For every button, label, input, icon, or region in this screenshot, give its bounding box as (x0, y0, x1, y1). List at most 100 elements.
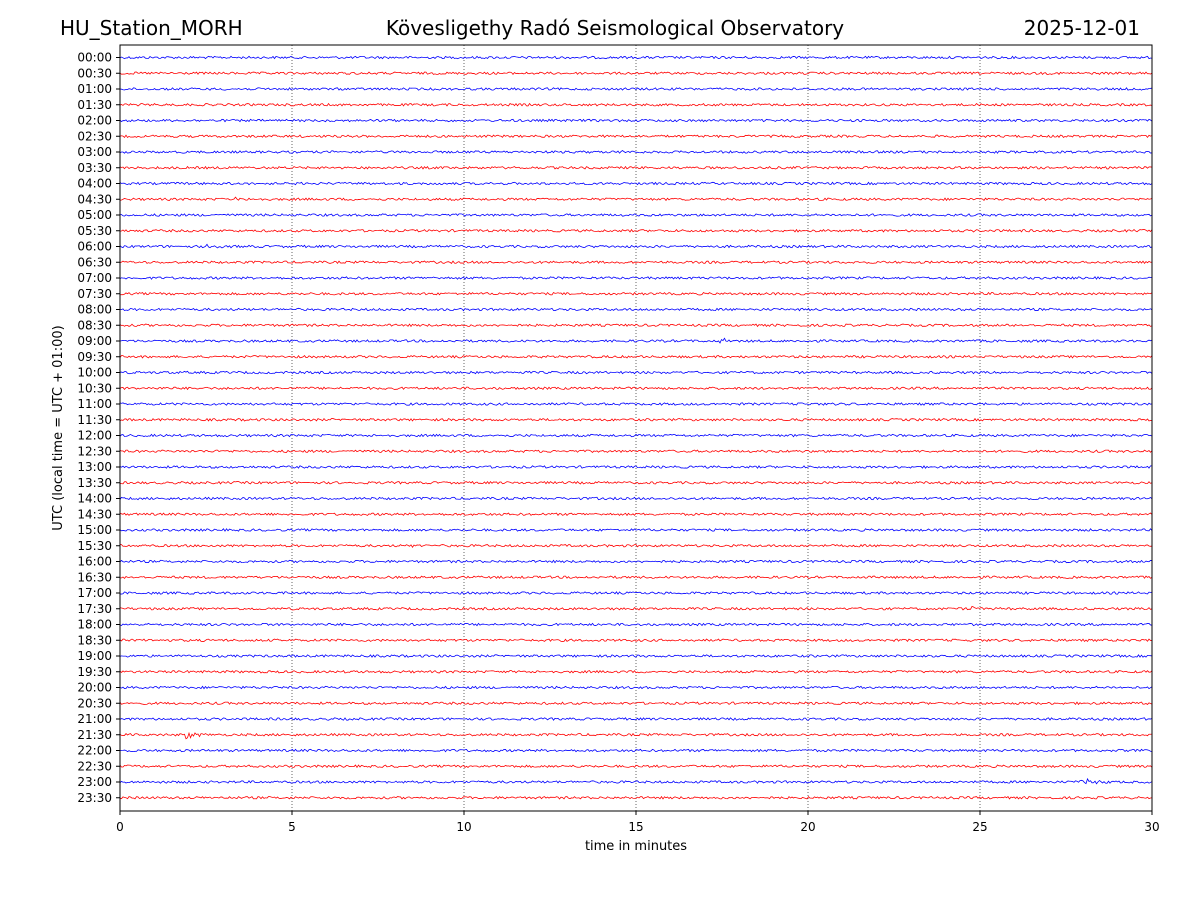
x-tick-label: 30 (1144, 820, 1159, 834)
trace-1230 (119, 449, 1153, 454)
trace-0500 (119, 213, 1153, 217)
y-tick-label: 03:00 (77, 145, 112, 159)
x-axis-label: time in minutes (585, 839, 687, 854)
y-tick-label: 17:00 (77, 586, 112, 600)
grid-lines (291, 45, 981, 811)
trace-2030 (119, 701, 1153, 706)
y-tick-label: 08:30 (77, 318, 112, 332)
y-tick-label: 12:30 (77, 444, 112, 458)
trace-0100 (119, 87, 1153, 91)
trace-1900 (119, 654, 1153, 658)
trace-0230 (119, 134, 1153, 139)
trace-0430 (119, 196, 1153, 202)
y-tick-label: 02:30 (77, 129, 112, 143)
y-tick-label: 04:00 (77, 177, 112, 191)
trace-2330 (119, 795, 1153, 800)
y-tick-label: 20:00 (77, 681, 112, 695)
y-tick-label: 02:00 (77, 114, 112, 128)
trace-0000 (119, 55, 1153, 60)
y-tick-label: 04:30 (77, 192, 112, 206)
y-tick-label: 20:30 (77, 696, 112, 710)
x-tick-label: 15 (628, 820, 643, 834)
trace-0900 (119, 337, 1153, 344)
trace-0600 (119, 243, 1153, 249)
trace-0930 (119, 354, 1153, 359)
y-axis-label: UTC (local time = UTC + 01:00) (51, 325, 66, 530)
y-tick-label: 18:30 (77, 633, 112, 647)
y-tick-label: 14:00 (77, 492, 112, 506)
trace-0700 (119, 276, 1153, 280)
trace-2000 (119, 685, 1153, 690)
y-tick-label: 15:30 (77, 539, 112, 553)
trace-0300 (119, 150, 1153, 154)
y-tick-label: 21:00 (77, 712, 112, 726)
x-axis-ticks: 0 5 10 15 20 25 30 (116, 811, 1160, 834)
y-tick-label: 01:30 (77, 98, 112, 112)
trace-1730 (119, 605, 1153, 611)
y-tick-label: 10:00 (77, 366, 112, 380)
y-tick-label: 10:30 (77, 381, 112, 395)
trace-1530 (119, 543, 1153, 549)
trace-1100 (119, 402, 1153, 406)
station-label: HU_Station_MORH (60, 16, 243, 40)
y-tick-label: 11:30 (77, 413, 112, 427)
trace-1800 (119, 622, 1153, 627)
trace-2100 (119, 717, 1153, 721)
trace-0400 (119, 181, 1153, 186)
y-tick-label: 19:00 (77, 649, 112, 663)
trace-0630 (119, 260, 1153, 265)
y-tick-label: 17:30 (77, 602, 112, 616)
trace-0130 (119, 102, 1153, 107)
trace-1500 (119, 528, 1153, 532)
x-tick-label: 10 (456, 820, 471, 834)
trace-2200 (119, 748, 1153, 753)
trace-1830 (119, 638, 1153, 643)
y-tick-label: 06:30 (77, 255, 112, 269)
trace-0200 (119, 118, 1153, 123)
trace-1330 (119, 480, 1153, 485)
chart-title: Kövesligethy Radó Seismological Observat… (386, 16, 844, 40)
trace-1130 (119, 417, 1153, 422)
y-tick-label: 11:00 (77, 397, 112, 411)
y-tick-label: 05:30 (77, 224, 112, 238)
trace-0530 (119, 228, 1153, 233)
y-tick-label: 22:30 (77, 759, 112, 773)
y-tick-label: 15:00 (77, 523, 112, 537)
y-tick-label: 13:00 (77, 460, 112, 474)
x-tick-label: 25 (972, 820, 987, 834)
trace-1000 (119, 370, 1153, 375)
date-label: 2025-12-01 (1024, 16, 1140, 40)
trace-1700 (119, 591, 1153, 595)
trace-1300 (119, 465, 1153, 469)
y-tick-label: 00:30 (77, 66, 112, 80)
y-tick-label: 12:00 (77, 429, 112, 443)
trace-0830 (119, 323, 1153, 328)
y-tick-label: 21:30 (77, 728, 112, 742)
y-tick-label: 16:30 (77, 570, 112, 584)
y-tick-label: 22:00 (77, 744, 112, 758)
trace-1200 (119, 433, 1153, 438)
y-tick-label: 09:30 (77, 350, 112, 364)
trace-1430 (119, 512, 1153, 517)
y-tick-label: 03:30 (77, 161, 112, 175)
x-tick-label: 0 (116, 820, 124, 834)
trace-0330 (119, 165, 1153, 170)
trace-0030 (119, 71, 1153, 76)
y-tick-label: 09:00 (77, 334, 112, 348)
y-tick-label: 23:00 (77, 775, 112, 789)
trace-2130 (119, 731, 1153, 740)
trace-1030 (119, 386, 1153, 391)
y-tick-label: 14:30 (77, 507, 112, 521)
seismogram-traces (119, 55, 1153, 800)
trace-2230 (119, 764, 1153, 769)
y-tick-label: 01:00 (77, 82, 112, 96)
y-tick-label: 08:00 (77, 303, 112, 317)
trace-1400 (119, 496, 1153, 501)
trace-0730 (119, 291, 1153, 296)
y-tick-label: 19:30 (77, 665, 112, 679)
trace-0800 (119, 307, 1153, 312)
y-tick-label: 00:00 (77, 51, 112, 65)
y-tick-label: 07:30 (77, 287, 112, 301)
trace-1930 (119, 669, 1153, 674)
